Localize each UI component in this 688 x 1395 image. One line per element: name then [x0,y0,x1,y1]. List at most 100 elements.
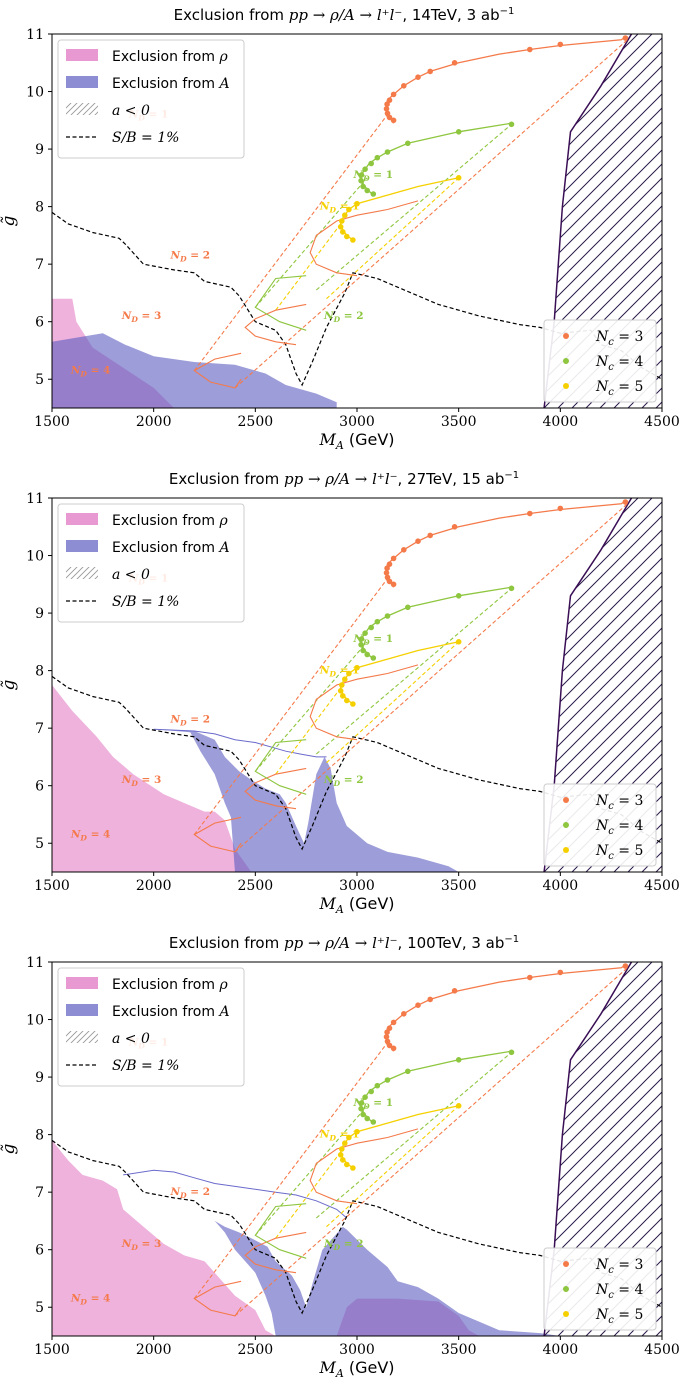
nd-dashed-connector-1 [193,114,388,371]
nc5-point-2 [344,697,350,704]
x-tick-label: 4000 [543,1342,579,1358]
nc3-point-11 [451,60,458,66]
legend-nc-label: Nc = 5 [595,1307,643,1326]
nd-dashed-connector-2 [234,39,628,389]
nc3-point-4 [383,106,390,112]
legend-label-A: Exclusion from A [112,1004,230,1020]
rho-exclusion-region [52,685,252,872]
nc4-point-2 [364,187,371,194]
nc4-point-4 [358,177,364,184]
nc3-point-11 [451,524,458,530]
legend-swatch-rho [66,977,98,989]
x-tick-label: 2500 [238,878,274,894]
x-tick-label: 1500 [34,1342,70,1358]
nc4-point-9 [384,1077,391,1083]
nc5-point-9 [455,1103,462,1109]
nc4-point-8 [374,618,381,625]
nc3-point-6 [386,1025,393,1031]
nc5-point-1 [350,1165,356,1171]
legend-nc-marker [563,358,569,364]
nd-curve-3 [193,816,242,853]
chart-title: Exclusion from pp → ρ/A → l⁺l⁻, 27TeV, 1… [169,470,519,488]
legend-nc: Nc = 3 Nc = 4 Nc = 5 [543,319,657,403]
chart-svg: Exclusion from pp → ρ/A → l⁺l⁻, 100TeV, … [0,934,680,1380]
legend-label-dash: S/B = 1% [112,594,179,610]
x-tick-label: 3000 [339,878,375,894]
nd-curve-2 [244,303,307,346]
nd-label-2: ND = 2 [170,1186,211,1200]
y-tick-label: 8 [35,1128,44,1144]
nd-dashed-connector-4 [315,587,512,755]
nd-curve-1 [309,664,419,741]
nd-label-2: ND = 2 [170,249,211,263]
y-tick-label: 6 [35,315,44,331]
nd-curve-4 [254,739,307,795]
nc4-point-5 [358,172,365,178]
nc3-point-14 [622,499,629,505]
nd-label-3: ND = 3 [121,310,162,324]
nd-label-3: ND = 3 [121,774,162,788]
legend-label-hatch: a < 0 [112,103,150,119]
nc5-point-6 [342,1140,348,1146]
nc5-point-9 [455,639,462,645]
A-exclusion-outline [153,728,327,758]
x-tick-label: 4500 [644,414,680,430]
nd-curve-2 [244,767,307,810]
nc4-series-line [360,1050,512,1124]
y-axis-label: g̃ [0,215,19,226]
sb-1percent-line [52,1139,662,1315]
nc3-point-1 [390,1045,397,1052]
nc3-point-13 [557,969,564,976]
nc5-point-4 [337,688,344,694]
nc4-point-1 [370,191,377,197]
nc3-point-12 [527,974,533,981]
y-tick-label: 11 [26,491,44,507]
nd-label-6: ND = 2 [323,310,364,324]
x-tick-label: 3000 [339,1342,375,1358]
legend-nc-marker [563,1261,569,1267]
y-tick-label: 11 [26,955,44,971]
nc4-point-6 [362,630,368,636]
nc3-point-13 [557,41,564,48]
nc4-point-12 [508,1049,515,1056]
nd-label-7: ND = 1 [319,665,360,679]
legend-label-hatch: a < 0 [112,567,150,583]
legend-label-A: Exclusion from A [112,76,230,92]
nd-dashed-connector-5 [275,1151,342,1239]
nc5-point-1 [350,237,356,243]
nd-dashed-connector-4 [315,1051,512,1219]
legend-box [57,503,245,623]
nc5-point-4 [337,224,344,230]
x-tick-label: 3000 [339,414,375,430]
legend-nc-label: Nc = 3 [595,1257,643,1276]
chart-title: Exclusion from pp → ρ/A → l⁺l⁻, 14TeV, 3… [174,6,515,24]
legend-nc-marker [563,1311,569,1317]
nd-label-5: ND = 1 [353,633,394,647]
y-axis-label: g̃ [0,1143,19,1154]
nc4-point-2 [364,651,371,658]
nc3-point-7 [390,1019,397,1026]
nc4-point-7 [368,1088,375,1095]
nd-dashed-connector-3 [254,177,368,308]
legend-swatch-hatch [66,567,98,579]
nc3-point-14 [622,963,629,969]
nc5-point-5 [339,682,345,688]
nc5-point-2 [344,1161,350,1168]
nc4-point-12 [508,585,515,592]
nd-dashed-connector-2 [234,503,628,853]
nd-curve-1 [309,200,419,277]
y-tick-label: 7 [35,721,44,737]
nc3-point-3 [384,110,391,117]
nc4-series-line [360,122,512,196]
nd-dashed-connector-1 [193,578,388,835]
nc3-point-10 [427,996,434,1003]
nc5-point-2 [344,233,350,240]
legend-swatch-A [66,76,98,88]
nc5-point-3 [340,1157,346,1163]
y-tick-label: 9 [35,142,44,158]
x-axis-label: MA (GeV) [318,1358,394,1380]
nc5-point-5 [339,1146,345,1152]
chart-panel-2: Exclusion from pp → ρ/A → l⁺l⁻, 27TeV, 1… [0,464,688,927]
legend-nc-label: Nc = 3 [595,329,643,348]
nd-label-4: ND = 4 [70,365,111,379]
